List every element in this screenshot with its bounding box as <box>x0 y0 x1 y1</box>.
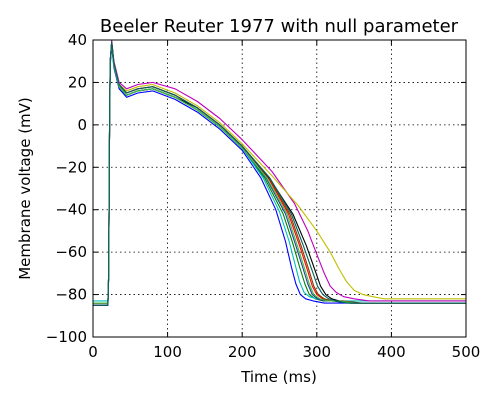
x-tick-label: 0 <box>88 343 98 361</box>
y-axis-title: Membrane voltage (mV) <box>16 97 34 280</box>
series-line-7 <box>93 41 466 306</box>
x-tick-label: 500 <box>452 343 481 361</box>
chart-title: Beeler Reuter 1977 with null parameter <box>100 16 459 37</box>
y-tick-label: −100 <box>46 328 87 346</box>
x-axis-title: Time (ms) <box>240 368 317 386</box>
grid <box>93 40 466 337</box>
series-line-5 <box>93 39 466 304</box>
x-tick-label: 200 <box>228 343 257 361</box>
series-line-3 <box>93 41 466 304</box>
y-tick-label: 0 <box>77 116 87 134</box>
series-line-11 <box>93 41 466 306</box>
plot-frame <box>92 39 467 338</box>
y-tick-label: 40 <box>68 31 87 49</box>
ticks <box>92 39 467 338</box>
x-tick-label: 400 <box>377 343 406 361</box>
series-line-9 <box>93 41 466 304</box>
tick-labels: 0 100 200 300 400 500 −100 −80 −60 −40 −20 0 20 40 <box>46 31 481 361</box>
y-tick-label: −40 <box>55 201 87 219</box>
x-tick-label: 300 <box>302 343 331 361</box>
traces <box>93 39 466 306</box>
y-tick-label: 20 <box>68 73 87 91</box>
y-tick-label: −60 <box>55 243 87 261</box>
x-tick-label: 100 <box>153 343 182 361</box>
y-tick-label: −80 <box>55 286 87 304</box>
series-line-6 <box>93 41 466 304</box>
y-tick-label: −20 <box>55 158 87 176</box>
